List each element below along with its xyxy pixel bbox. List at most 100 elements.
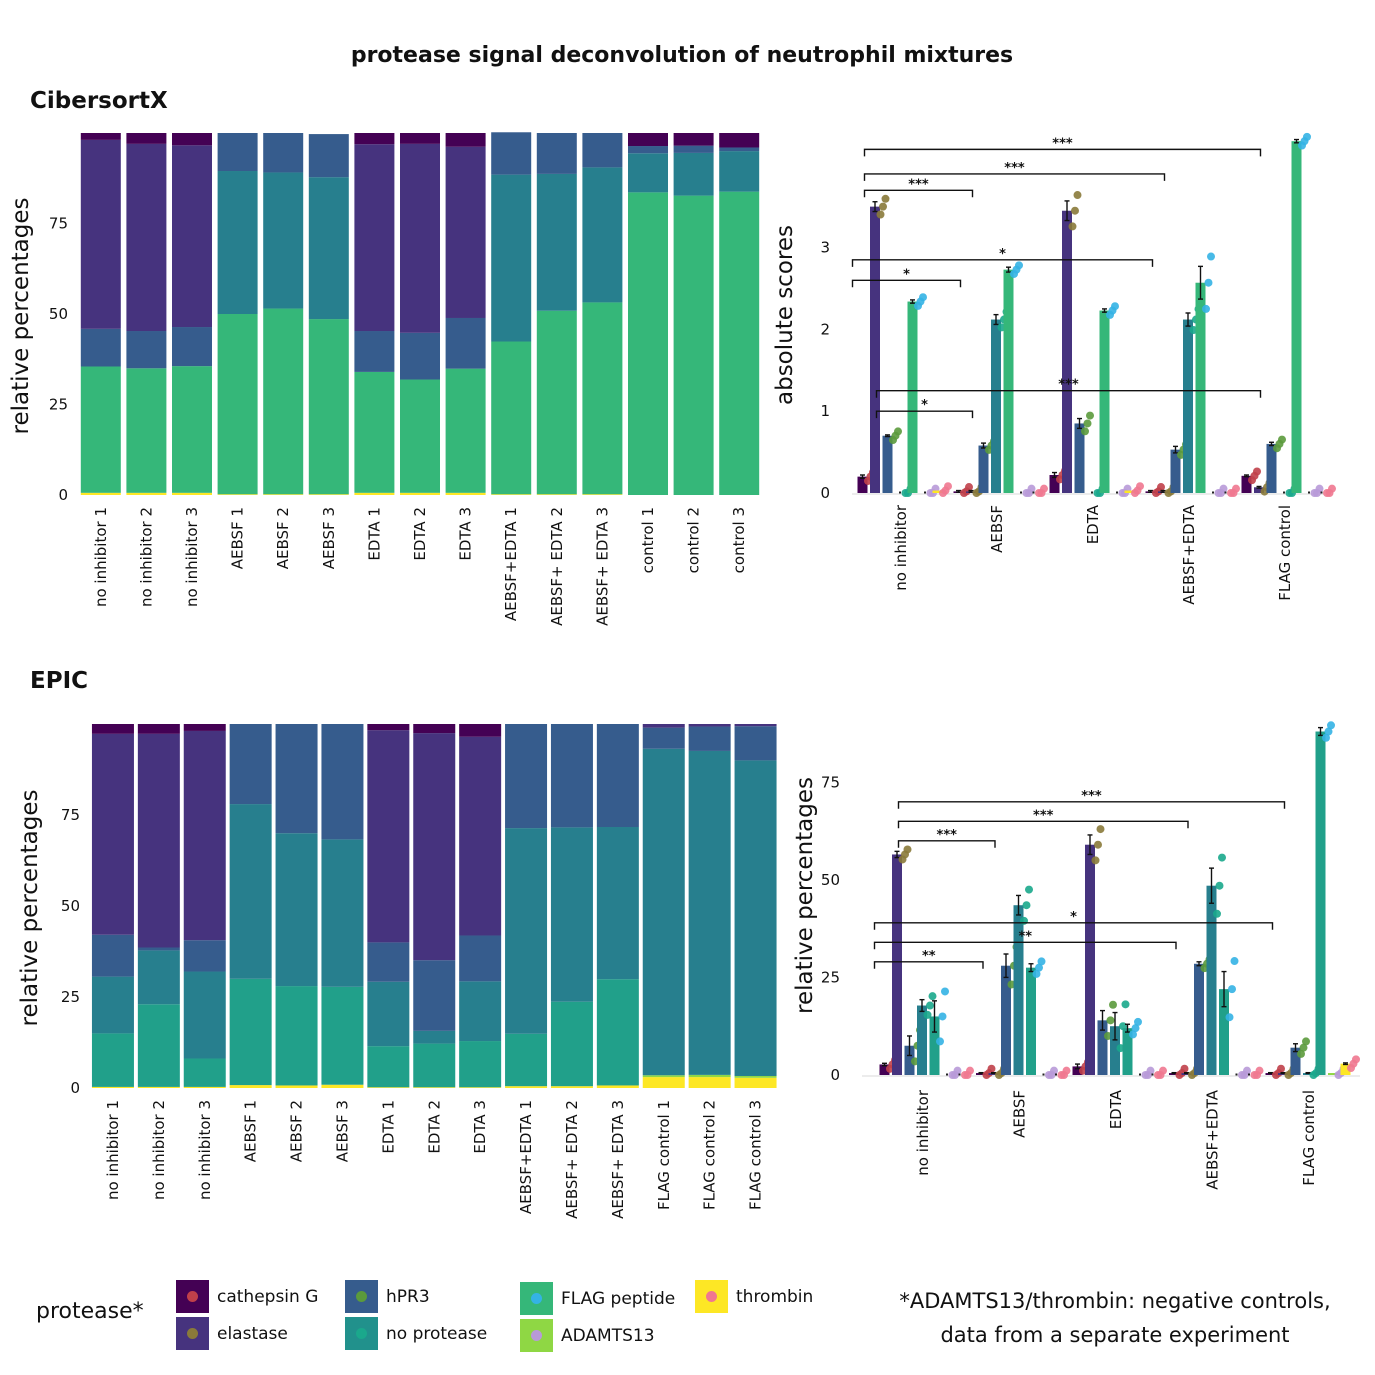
significance-bracket [851,279,962,288]
bar-segment-no-protease [321,839,364,987]
bar-segment-elastase [400,143,440,333]
significance-label: *** [1033,808,1054,823]
data-point-hpr3 [894,427,902,436]
x-tick-label: FLAG control [1300,1090,1318,1186]
significance-bracket [897,801,1286,809]
bar-segment-flag-peptide [505,1033,548,1087]
data-point-flag-peptide [1131,1024,1140,1033]
bar-adamts13 [1139,1073,1141,1076]
bar-elastase [1254,487,1264,493]
bar-segment-cathepsin-g [459,724,502,737]
x-tick-label: no inhibitor [914,1089,932,1176]
y-tick-label: 1 [820,402,830,420]
bar-segment-thrombin [275,1085,318,1088]
figure-title: protease signal deconvolution of neutrop… [351,43,1013,68]
data-point-adamts13 [1027,484,1036,493]
bar-cathepsin-g [1241,475,1252,493]
bar-no-protease [991,319,1001,493]
bar-flag-peptide [1219,989,1229,1075]
data-point-thrombin [1159,1066,1167,1075]
legend: protease* cathepsin G elastase hPR3 no prot… [36,1280,813,1352]
x-tick-label: control 1 [639,507,657,573]
bar-segment-cathepsin-g [673,133,714,146]
bar-segment-thrombin [582,494,623,495]
bar-segment-thrombin [91,1086,134,1088]
x-tick-label: AEBSF+ EDTA 3 [593,507,611,626]
bar-segment-no-protease [628,153,668,193]
bar-segment-no-protease [275,833,318,987]
significance-bracket [897,840,996,848]
cibersortx-scores-chart: absolute scores 0 1 2 3 no inhibitor AEBSF EDTA… [772,132,1336,605]
legend-dot-elastase [187,1328,198,1339]
bar-segment-no-protease [308,177,349,320]
data-point-adamts13 [1315,484,1324,493]
bar-segment-thrombin [126,492,167,495]
bar-segment-hpr3 [321,724,364,840]
data-point-flag-peptide [1207,252,1215,261]
bar-segment-thrombin [413,1087,456,1088]
x-tick-label: AEBSF [988,505,1006,553]
legend-dot-cathepsin-g [187,1291,198,1302]
bar-segment-hpr3 [445,317,486,369]
bar-flag-peptide [1026,967,1036,1075]
data-point-elastase [1068,222,1077,231]
bar-segment-thrombin [536,494,577,495]
data-point-cathepsin-g [965,483,973,492]
bar-flag-peptide [929,1016,940,1075]
y-tick-label: 25 [49,396,68,414]
bar-segment-hpr3 [582,133,623,168]
data-point-elastase [879,202,887,211]
bar-segment-flag-peptide [550,1001,593,1087]
x-tick-label: no inhibitor [892,504,910,591]
x-tick-label: no inhibitor 1 [104,1100,122,1200]
x-tick-label: EDTA [1107,1089,1125,1129]
data-point-no-protease [1215,881,1224,890]
bar-segment-hpr3 [413,960,456,1031]
bar-cathepsin-g [879,1064,890,1075]
bar-segment-flag-peptide [80,366,121,493]
x-tick-label: AEBSF+EDTA 1 [517,1100,535,1214]
bar-segment-thrombin [445,492,486,495]
significance-bracket [851,259,1154,267]
bar-flag-peptide [1122,1028,1133,1075]
y-tick-label: 25 [821,968,840,986]
bar-thrombin [1320,491,1323,494]
bar-no-protease [1206,885,1217,1075]
x-tick-label: AEBSF+EDTA [1204,1089,1222,1190]
bar-segment-flag-peptide [217,314,258,495]
bar-segment-thrombin [321,1084,364,1088]
bar-segment-thrombin [550,1086,593,1088]
bar-segment-elastase [137,733,180,948]
x-tick-label: FLAG control 1 [655,1100,673,1210]
x-tick-label: no inhibitor 2 [137,507,155,607]
bar-segment-thrombin [229,1085,272,1088]
bar-hpr3 [1290,1047,1301,1075]
bar-segment-no-protease [582,167,623,303]
bar-segment-cathepsin-g [91,724,134,734]
bar-segment-hpr3 [400,332,440,380]
bar-segment-hpr3 [308,134,349,178]
bar-segment-flag-peptide [137,1004,180,1087]
bar-segment-cathepsin-g [400,133,440,144]
data-point-no-protease [1218,853,1226,862]
bar-segment-no-protease [642,748,685,1076]
data-point-elastase [1091,856,1100,865]
data-point-flag-peptide [936,1037,944,1046]
x-tick-label: AEBSF+ EDTA 2 [563,1100,581,1219]
bar-segment-hpr3 [628,146,668,154]
bar-hpr3 [1170,449,1181,493]
bar-thrombin [958,1073,961,1076]
bar-segment-thrombin [367,1087,410,1088]
bar-thrombin [1340,1063,1351,1075]
bar-segment-no-protease [673,152,714,196]
bar-flag-peptide [1195,282,1206,493]
bar-segment-hpr3 [275,724,318,834]
bar-segment-flag-peptide [582,302,623,495]
bar-flag-peptide [1099,310,1110,493]
y-tick-label: 50 [49,305,68,323]
data-point-no-protease [1020,916,1028,925]
data-point-no-protease [1213,909,1221,918]
x-tick-label: EDTA 1 [379,1100,397,1154]
bar-segment-hpr3 [172,327,212,367]
bar-segment-no-protease [536,173,577,311]
